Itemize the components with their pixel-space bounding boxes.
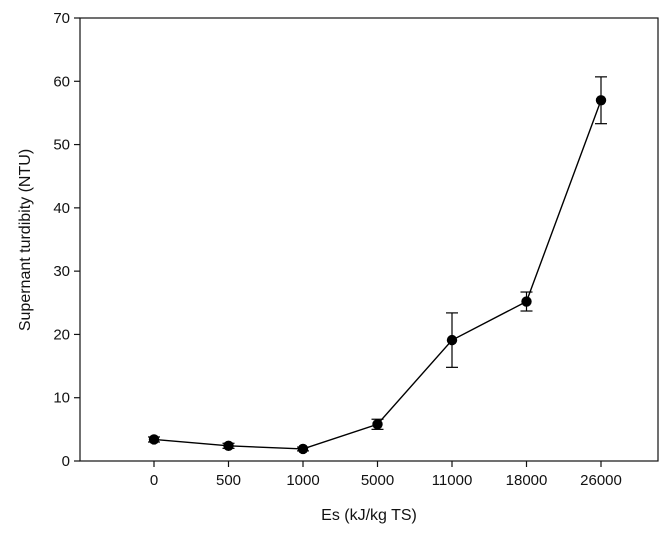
y-tick-label: 20 xyxy=(53,326,70,343)
data-point xyxy=(223,440,234,452)
y-tick-labels: 0 10 20 30 40 50 60 70 xyxy=(53,10,70,470)
x-tick-labels: 0 500 1000 5000 11000 18000 26000 xyxy=(150,472,622,489)
y-tick-label: 0 xyxy=(62,453,70,470)
y-tick-label: 50 xyxy=(53,137,70,154)
y-tick-label: 30 xyxy=(53,263,70,280)
data-series xyxy=(148,76,607,455)
x-tick-label: 500 xyxy=(216,472,241,489)
series-line xyxy=(153,100,602,450)
y-tick-label: 40 xyxy=(53,200,70,217)
y-tick-label: 60 xyxy=(53,73,70,90)
x-axis-title: Es (kJ/kg TS) xyxy=(321,507,417,524)
y-axis-title: Supernant turdibity (NTU) xyxy=(17,149,34,331)
data-point xyxy=(372,419,383,430)
x-tick-label: 5000 xyxy=(361,472,394,489)
data-point xyxy=(297,443,309,455)
x-tick-label: 26000 xyxy=(580,472,622,489)
data-point xyxy=(521,296,532,307)
axis-ticks xyxy=(74,17,602,467)
x-tick-label: 11000 xyxy=(432,472,473,489)
data-point xyxy=(595,95,607,106)
x-tick-label: 1000 xyxy=(286,472,319,489)
y-tick-label: 10 xyxy=(53,390,70,407)
plot-frame xyxy=(79,17,659,462)
y-tick-label: 70 xyxy=(53,10,70,27)
x-tick-label: 0 xyxy=(150,472,158,489)
data-point xyxy=(446,334,458,346)
x-tick-label: 18000 xyxy=(506,472,548,489)
data-point xyxy=(148,434,160,445)
